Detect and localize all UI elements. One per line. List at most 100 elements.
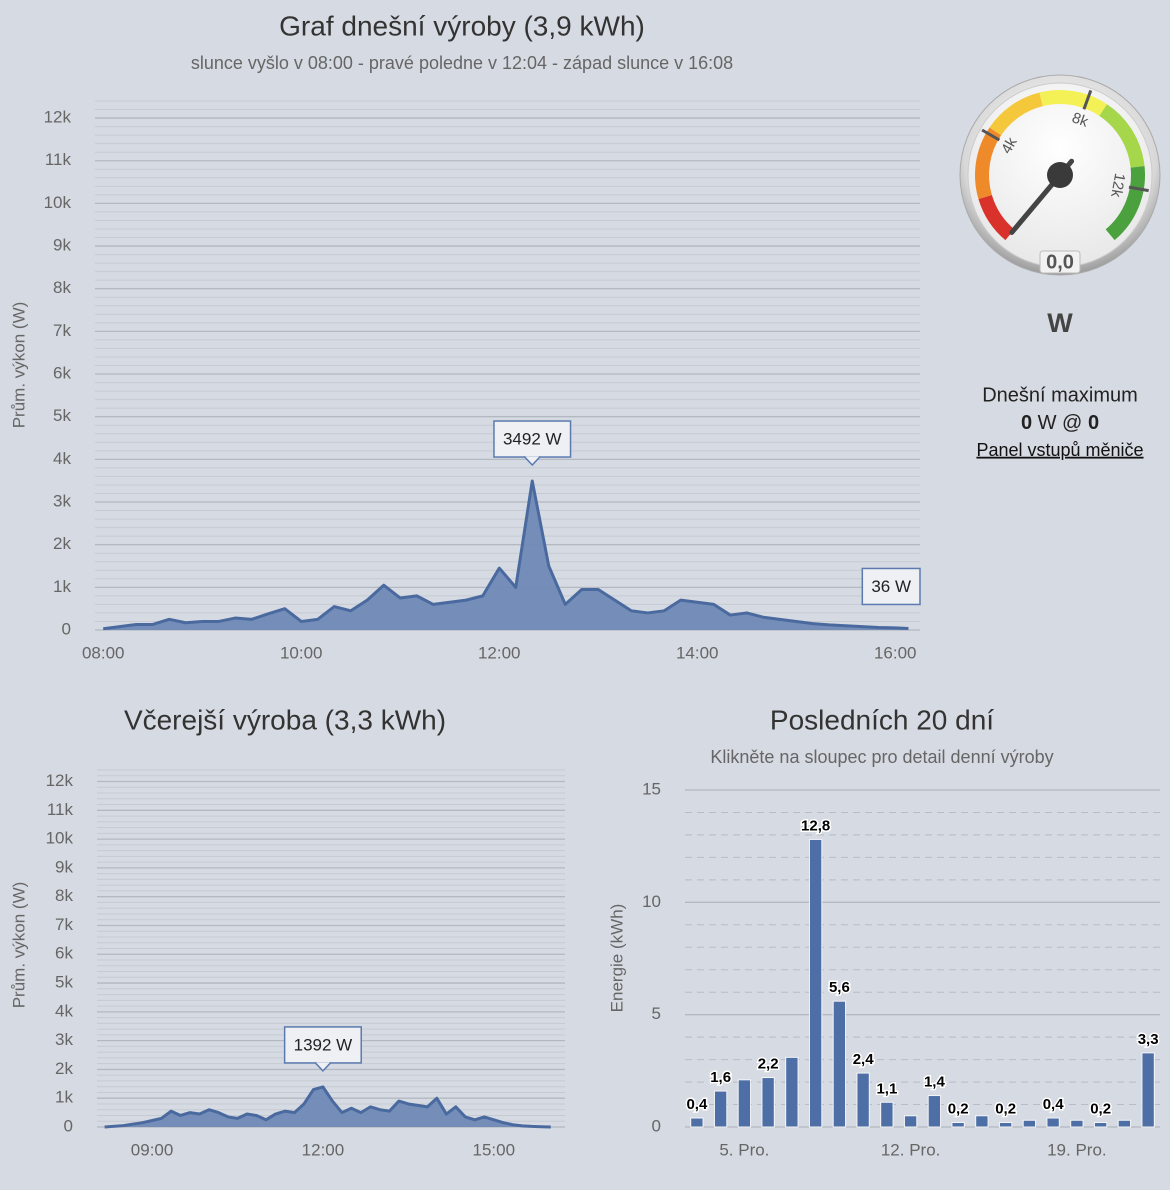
- bar-value-label: 1,6: [710, 1069, 731, 1086]
- value-label-box: [861, 567, 921, 606]
- gauge-band: [1099, 104, 1145, 168]
- bar[interactable]: [927, 1095, 942, 1128]
- bar[interactable]: [880, 1101, 894, 1128]
- y-tick-label: 5k: [55, 973, 73, 992]
- bar[interactable]: [761, 1077, 775, 1128]
- chart-title: Graf dnešní výroby (3,9 kWh): [279, 10, 645, 41]
- bar-value-label: 1,4: [924, 1074, 946, 1091]
- x-tick-label: 12:00: [478, 643, 521, 662]
- bar[interactable]: [1046, 1117, 1060, 1128]
- bar[interactable]: [832, 1000, 847, 1128]
- value-label: 1392 W: [283, 1026, 362, 1073]
- y-tick-label: 3k: [55, 1030, 73, 1049]
- bar[interactable]: [808, 838, 823, 1128]
- bar-value-label: 0,4: [1043, 1096, 1065, 1113]
- bar[interactable]: [785, 1056, 799, 1128]
- bar[interactable]: [1093, 1122, 1108, 1128]
- y-tick-label: 1k: [55, 1088, 73, 1107]
- y-tick-label: 4k: [53, 449, 71, 468]
- chart-title: Včerejší výroba (3,3 kWh): [124, 704, 446, 735]
- bar-value-label: 12,8: [801, 817, 830, 834]
- max-value: 0: [1021, 412, 1032, 434]
- value-label: 3492 W: [493, 420, 572, 467]
- y-tick-label: 9k: [55, 857, 73, 876]
- max-separator: W @: [1038, 412, 1083, 434]
- x-tick-label: 5. Pro.: [719, 1140, 769, 1159]
- bar-value-label: 2,2: [758, 1056, 779, 1073]
- x-tick-label: 10:00: [280, 643, 323, 662]
- y-tick-label: 8k: [53, 278, 71, 297]
- y-tick-label: 7k: [55, 915, 73, 934]
- y-tick-label: 12k: [46, 771, 74, 790]
- value-label-pointer: [314, 1061, 332, 1073]
- y-tick-label: 2k: [55, 1059, 73, 1078]
- value-label-pointer: [523, 456, 541, 467]
- value-label-text: 3492 W: [503, 430, 562, 449]
- y-tick-label: 10k: [46, 829, 74, 848]
- value-label: 36 W: [861, 567, 921, 606]
- y-tick-label: 6k: [55, 944, 73, 963]
- x-tick-label: 08:00: [82, 643, 125, 662]
- gauge-tick-label: 8k: [1070, 109, 1091, 131]
- gauge-value: 0,0: [1046, 251, 1074, 273]
- bar[interactable]: [1022, 1119, 1037, 1128]
- y-tick-label: 11k: [45, 150, 72, 169]
- chart-subtitle: slunce vyšlo v 08:00 - pravé poledne v 1…: [191, 53, 733, 73]
- bar[interactable]: [1117, 1119, 1132, 1128]
- y-tick-label: 0: [64, 1116, 73, 1135]
- y-tick-label: 11k: [47, 800, 74, 819]
- area-line: [104, 1085, 551, 1129]
- gauge-tick: [1082, 89, 1093, 110]
- bar[interactable]: [713, 1090, 728, 1128]
- bar-value-label: 0,2: [1090, 1100, 1111, 1117]
- bar[interactable]: [1141, 1052, 1155, 1128]
- bar-value-label: 1,1: [876, 1080, 897, 1097]
- inverter-link[interactable]: Panel vstupů měniče: [976, 440, 1143, 460]
- bar[interactable]: [975, 1115, 989, 1128]
- gauge-unit: W: [1047, 308, 1073, 338]
- gauge-tick: [1128, 185, 1149, 193]
- gauge-band: [978, 194, 1015, 241]
- y-tick-label: 8k: [55, 886, 73, 905]
- y-tick-label: 10k: [44, 193, 72, 212]
- value-label-text: 1392 W: [294, 1035, 353, 1054]
- y-axis-label: Prům. výkon (W): [9, 882, 28, 1009]
- bar[interactable]: [903, 1115, 918, 1128]
- bar[interactable]: [737, 1079, 752, 1128]
- x-tick-label: 12. Pro.: [881, 1140, 941, 1159]
- y-tick-label: 15: [642, 779, 661, 798]
- chart-subtitle: Klikněte na sloupec pro detail denní výr…: [710, 747, 1053, 767]
- max-title: Dnešní maximum: [982, 384, 1138, 406]
- bar[interactable]: [1070, 1119, 1084, 1128]
- bar[interactable]: [951, 1122, 965, 1128]
- x-tick-label: 12:00: [302, 1140, 345, 1159]
- x-tick-label: 15:00: [473, 1140, 516, 1159]
- bar-value-label: 3,3: [1138, 1031, 1159, 1048]
- bar-value-label: 0,4: [686, 1096, 708, 1113]
- bar[interactable]: [856, 1072, 870, 1128]
- max-time: 0: [1088, 412, 1099, 434]
- bar[interactable]: [690, 1117, 704, 1128]
- bar[interactable]: [998, 1122, 1013, 1128]
- gauge-hub: [1047, 162, 1073, 188]
- value-label-text: 36 W: [871, 577, 911, 596]
- y-tick-label: 0: [62, 619, 71, 638]
- area-fill: [104, 1086, 551, 1127]
- bar-value-label: 2,4: [853, 1051, 875, 1068]
- y-tick-label: 2k: [53, 534, 71, 553]
- gauge-value-box: [1039, 250, 1081, 274]
- bar-value-label: 5,6: [829, 979, 850, 996]
- area-fill: [103, 481, 909, 630]
- y-axis-label: Energie (kWh): [607, 904, 626, 1013]
- x-tick-label: 19. Pro.: [1047, 1140, 1107, 1159]
- gauge-tick: [981, 128, 1001, 142]
- y-tick-label: 1k: [53, 577, 71, 596]
- x-tick-label: 16:00: [874, 643, 917, 662]
- x-tick-label: 14:00: [676, 643, 719, 662]
- gauge-band: [989, 92, 1044, 136]
- y-tick-label: 7k: [53, 321, 71, 340]
- area-line: [103, 479, 909, 631]
- chart-title: Posledních 20 dní: [770, 704, 994, 735]
- y-tick-label: 12k: [44, 108, 72, 127]
